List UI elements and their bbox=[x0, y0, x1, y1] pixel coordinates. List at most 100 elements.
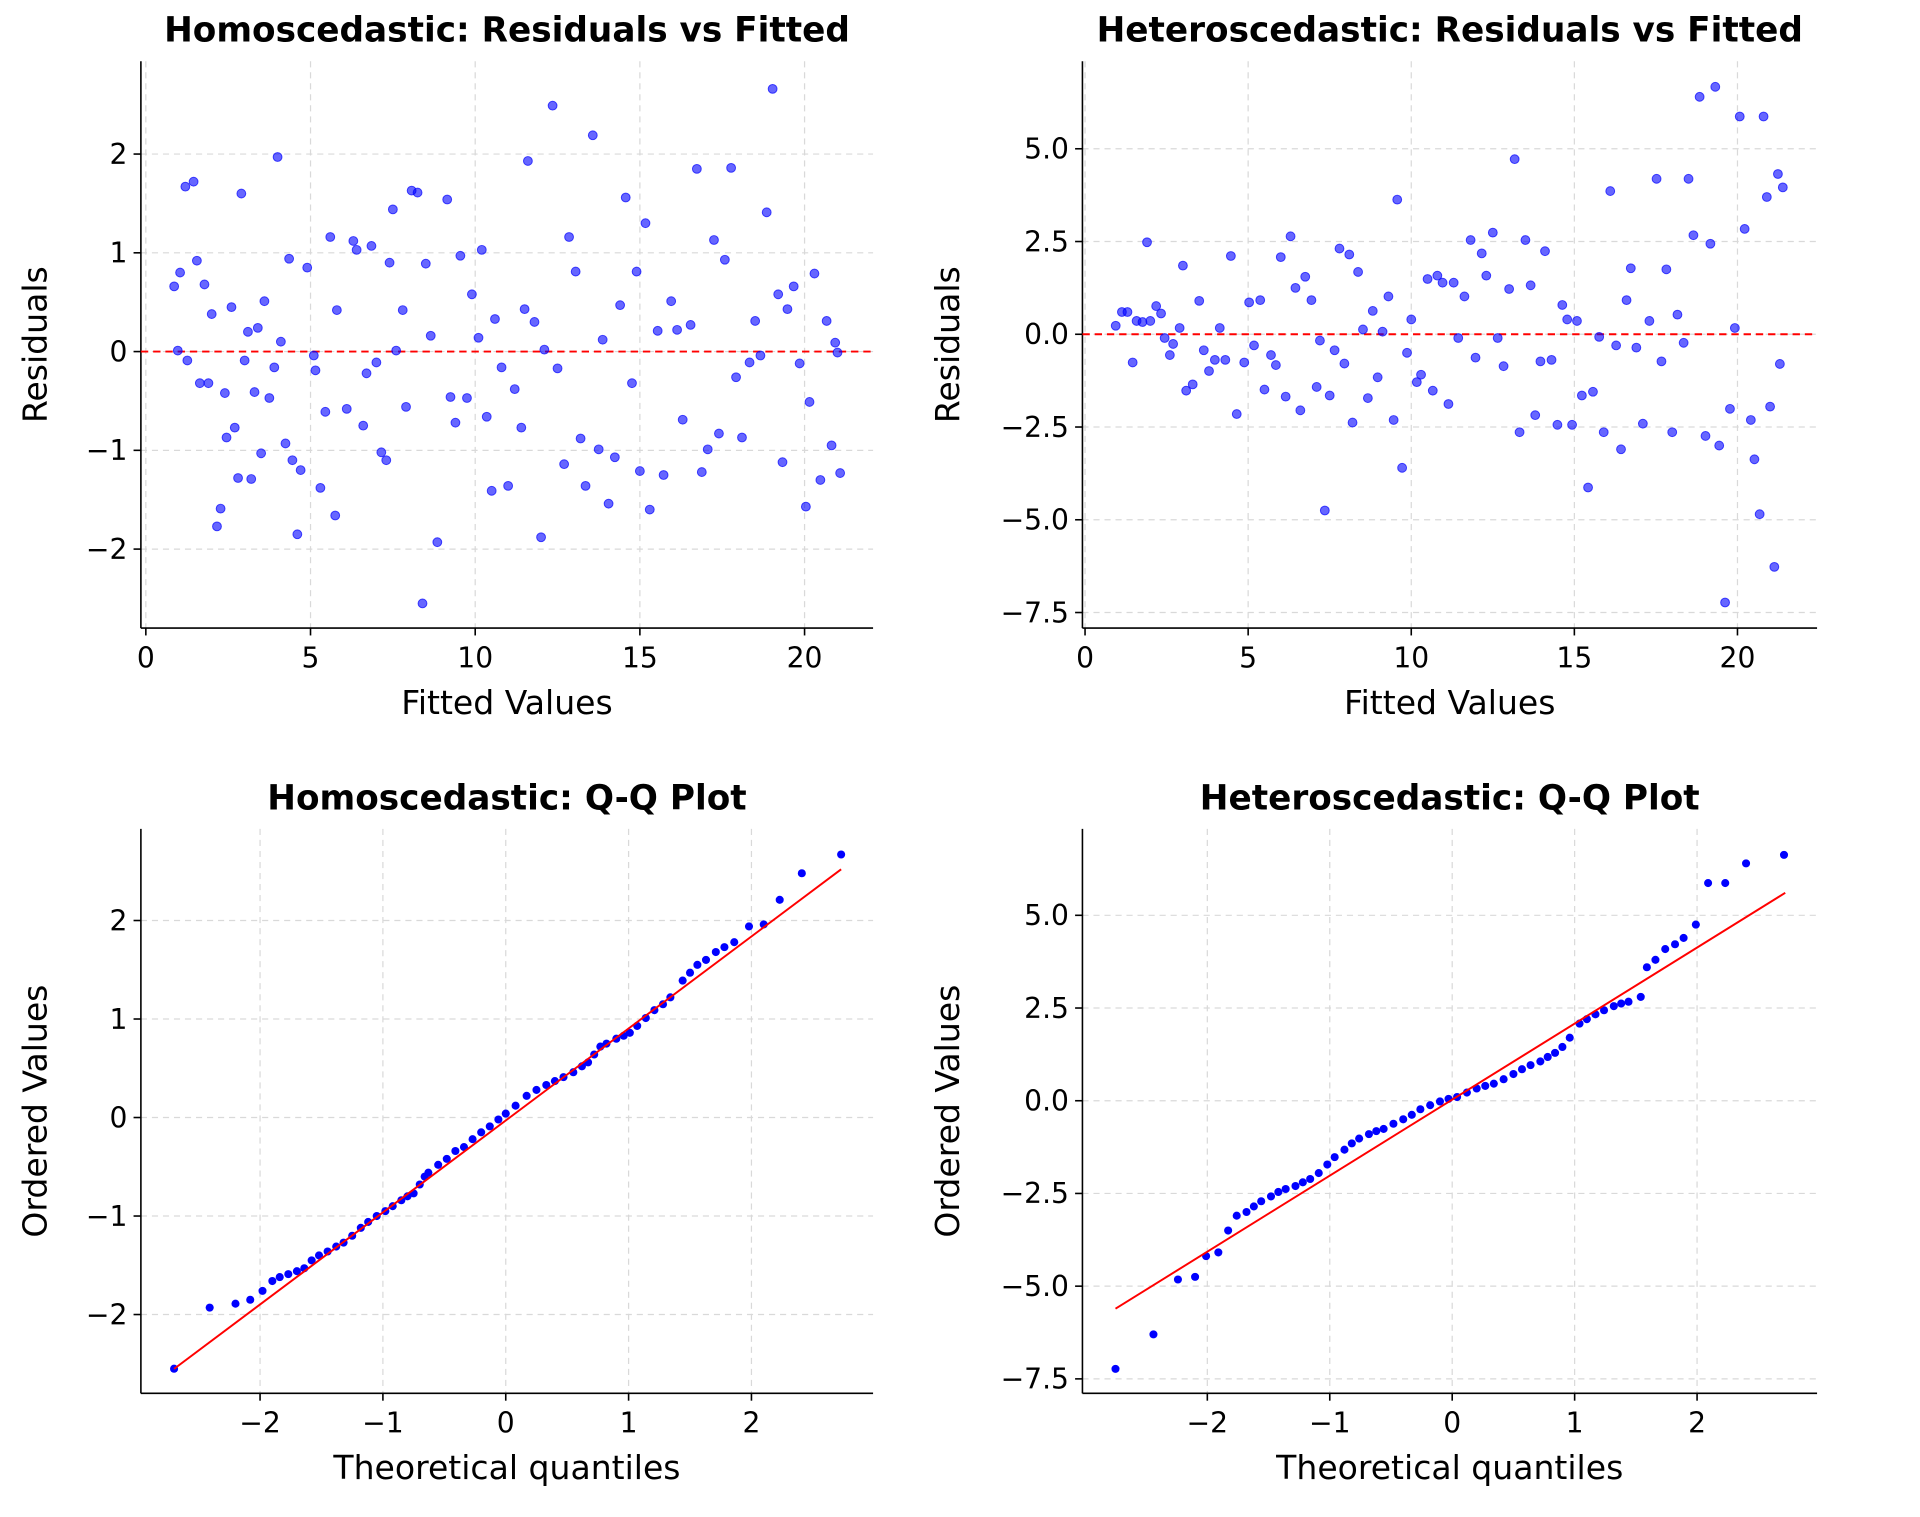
data-point bbox=[188, 176, 199, 187]
data-point bbox=[490, 314, 500, 324]
data-point bbox=[1562, 314, 1573, 325]
data-point bbox=[219, 388, 230, 398]
data-point bbox=[609, 452, 620, 463]
data-point bbox=[445, 392, 456, 402]
data-point bbox=[1583, 482, 1593, 493]
data-point bbox=[1642, 963, 1651, 972]
data-point bbox=[442, 194, 453, 205]
data-point bbox=[685, 968, 695, 977]
data-point bbox=[229, 422, 240, 433]
data-point bbox=[1198, 345, 1209, 356]
data-point bbox=[1347, 417, 1358, 428]
data-point bbox=[1729, 323, 1740, 333]
data-point bbox=[773, 289, 784, 300]
data-point bbox=[1274, 1187, 1283, 1197]
data-point bbox=[1306, 295, 1317, 306]
x-tick-label: −2 bbox=[239, 1407, 281, 1440]
data-point bbox=[1453, 333, 1464, 343]
data-point bbox=[830, 337, 841, 348]
data-point bbox=[442, 1154, 451, 1163]
data-point bbox=[1651, 173, 1662, 184]
data-point bbox=[249, 387, 260, 397]
data-point bbox=[1407, 1110, 1416, 1119]
data-point bbox=[243, 326, 253, 337]
x-tick-label: 1 bbox=[1566, 1407, 1584, 1440]
data-point bbox=[826, 440, 837, 451]
data-point bbox=[559, 459, 570, 470]
data-point bbox=[501, 1109, 510, 1118]
data-point bbox=[1525, 280, 1536, 291]
data-point bbox=[1745, 415, 1756, 425]
data-point bbox=[761, 207, 772, 218]
data-point bbox=[1339, 358, 1350, 369]
data-point bbox=[552, 363, 563, 374]
data-point bbox=[1257, 1197, 1266, 1206]
data-point bbox=[1725, 403, 1735, 414]
data-point bbox=[726, 162, 737, 173]
x-tick-label: 1 bbox=[620, 1407, 638, 1440]
data-point bbox=[678, 976, 687, 985]
x-tick-label: 15 bbox=[1556, 641, 1592, 674]
data-point bbox=[307, 1256, 316, 1265]
data-point bbox=[652, 325, 663, 336]
data-point bbox=[1315, 335, 1325, 346]
x-tick-label: 20 bbox=[787, 641, 823, 674]
data-point bbox=[292, 529, 303, 540]
data-point bbox=[477, 1128, 486, 1137]
data-point bbox=[1209, 354, 1220, 365]
data-point bbox=[539, 344, 550, 355]
data-point bbox=[1379, 1124, 1388, 1133]
data-point bbox=[239, 355, 250, 366]
y-tick-label: 1 bbox=[110, 1003, 128, 1036]
data-point bbox=[1187, 379, 1198, 390]
chart-title: Homoscedastic: Q-Q Plot bbox=[267, 778, 746, 818]
data-point bbox=[1437, 277, 1448, 288]
data-point bbox=[1679, 933, 1688, 942]
data-point bbox=[494, 1115, 503, 1124]
data-point bbox=[1459, 291, 1470, 302]
data-point bbox=[634, 466, 645, 476]
data-point bbox=[302, 262, 313, 273]
data-point bbox=[782, 304, 793, 315]
data-point bbox=[603, 498, 614, 509]
data-point bbox=[1758, 111, 1769, 122]
data-point bbox=[194, 378, 205, 389]
data-point bbox=[1355, 1134, 1364, 1143]
data-point bbox=[777, 457, 788, 468]
data-point bbox=[1700, 431, 1711, 441]
data-point bbox=[1416, 1105, 1425, 1114]
data-point bbox=[542, 1080, 551, 1090]
data-point bbox=[1311, 382, 1322, 392]
data-point bbox=[1244, 297, 1255, 308]
y-axis-label: Ordered Values bbox=[16, 985, 55, 1238]
data-point bbox=[1323, 1160, 1332, 1169]
data-point bbox=[1779, 850, 1789, 859]
data-point bbox=[709, 235, 719, 245]
data-point bbox=[412, 187, 423, 198]
data-point bbox=[1621, 295, 1632, 306]
data-point bbox=[180, 181, 191, 192]
data-point bbox=[1636, 992, 1645, 1001]
hetero-qq-panel: −2 −1 0 1 2 −7.5 −5.0 −2.5 0.0 2.5 5.0 Heteroscedas… bbox=[928, 778, 1818, 1487]
data-point bbox=[1364, 1130, 1373, 1139]
data-point bbox=[1481, 1081, 1490, 1090]
data-point bbox=[627, 378, 637, 389]
data-point bbox=[1416, 369, 1426, 380]
data-point bbox=[1492, 333, 1503, 343]
data-point bbox=[800, 501, 811, 512]
data-point bbox=[205, 1303, 214, 1312]
data-point bbox=[1530, 410, 1541, 421]
y-tick-label: −2.5 bbox=[1001, 411, 1069, 444]
data-point bbox=[351, 244, 362, 255]
data-point bbox=[1754, 509, 1765, 520]
data-point bbox=[536, 532, 546, 543]
data-point bbox=[1111, 1364, 1120, 1373]
data-point bbox=[719, 254, 730, 265]
data-point bbox=[1406, 314, 1417, 325]
data-point bbox=[424, 1168, 433, 1177]
data-point bbox=[1773, 169, 1783, 179]
data-point bbox=[1392, 194, 1403, 205]
data-point bbox=[1149, 1330, 1158, 1339]
y-tick-label: 5.0 bbox=[1024, 133, 1069, 166]
data-point bbox=[1557, 300, 1568, 310]
